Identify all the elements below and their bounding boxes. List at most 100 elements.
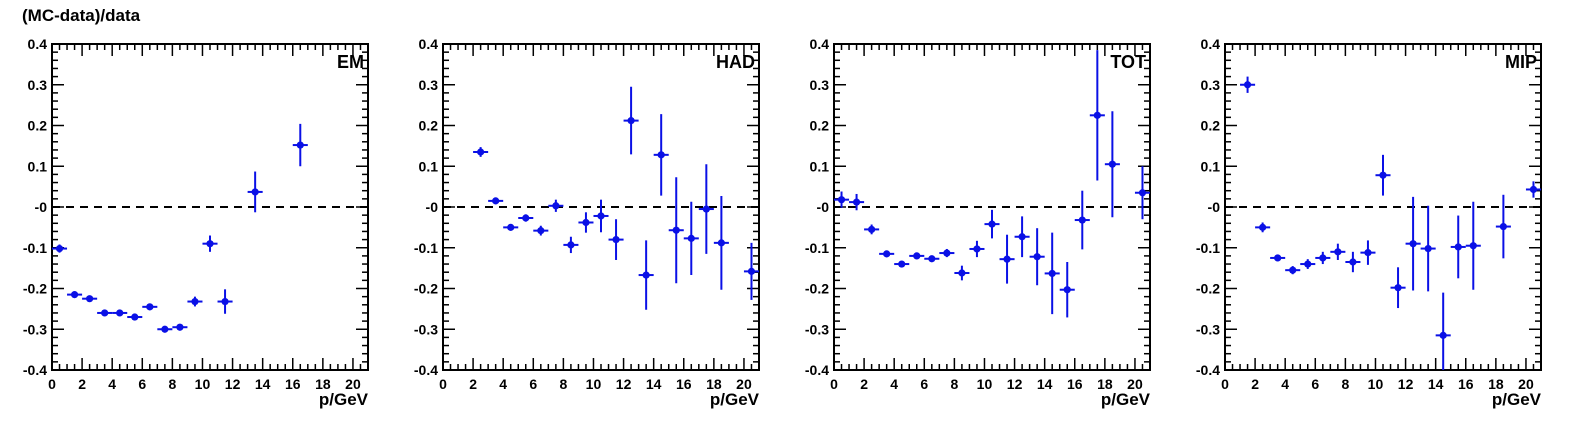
- x-tick-label: 10: [1368, 376, 1384, 392]
- x-tick-label: 8: [1341, 376, 1349, 392]
- x-tick-label: 16: [285, 376, 301, 392]
- y-tick-label: -0.1: [1196, 240, 1220, 256]
- data-point: [492, 197, 500, 205]
- data-point: [116, 309, 124, 317]
- x-tick-label: 12: [1398, 376, 1414, 392]
- y-tick-label: -0.2: [23, 281, 47, 297]
- y-tick-label: 0.2: [1201, 118, 1221, 134]
- data-point: [1138, 189, 1147, 197]
- data-point: [597, 212, 605, 220]
- data-point: [131, 313, 139, 321]
- y-tick-label: 0.3: [28, 77, 48, 93]
- data-point: [567, 241, 575, 249]
- data-point: [1379, 171, 1387, 179]
- data-point: [70, 291, 79, 299]
- data-point: [1439, 331, 1447, 339]
- x-tick-label: 4: [890, 376, 898, 392]
- data-point: [191, 297, 199, 306]
- x-tick-label: 14: [1428, 376, 1444, 392]
- data-point: [1033, 253, 1041, 261]
- x-tick-label: 12: [225, 376, 241, 392]
- x-tick-label: 12: [1007, 376, 1023, 392]
- x-tick-label: 20: [1518, 376, 1534, 392]
- y-tick-label: 0.1: [810, 158, 830, 174]
- data-point: [672, 226, 680, 234]
- x-tick-label: 2: [78, 376, 86, 392]
- data-point: [1454, 243, 1462, 251]
- y-tick-label: 0.3: [1201, 77, 1221, 93]
- y-tick-label: -0.4: [805, 362, 829, 378]
- x-tick-label: 6: [529, 376, 537, 392]
- x-tick-label: 16: [1067, 376, 1083, 392]
- x-tick-label: 2: [860, 376, 868, 392]
- y-tick-label: 0.3: [810, 77, 830, 93]
- data-point: [1093, 111, 1101, 119]
- x-tick-label: 18: [1488, 376, 1504, 392]
- data-point: [1334, 248, 1342, 256]
- x-tick-label: 2: [1251, 376, 1259, 392]
- x-tick-label: 12: [616, 376, 632, 392]
- y-tick-label: -0.4: [1196, 362, 1220, 378]
- x-tick-label: 16: [676, 376, 692, 392]
- data-point: [1003, 255, 1011, 263]
- x-axis-title: p/GeV: [710, 390, 760, 409]
- chart-panel-tot: -0.4 -0.3 -0.2 -0.1 -0 0.1 0.2 0.3 0.4 0 2 4 6 8 10 12 1…: [805, 36, 1151, 409]
- data-point: [1259, 223, 1267, 231]
- x-tick-label: 8: [950, 376, 958, 392]
- x-tick-label: 14: [255, 376, 271, 392]
- chart-panel-mip: -0.4 -0.3 -0.2 -0.1 -0 0.1 0.2 0.3 0.4 0 2 4 6 8 10 12 1…: [1196, 36, 1542, 409]
- data-point: [612, 236, 620, 244]
- y-tick-label: -0.1: [805, 240, 829, 256]
- data-point: [537, 227, 545, 235]
- data-point: [868, 225, 876, 234]
- data-point: [1243, 81, 1252, 89]
- y-tick-label: -0: [1208, 199, 1221, 215]
- x-tick-label: 8: [559, 376, 567, 392]
- data-point: [1394, 284, 1402, 292]
- data-point: [988, 220, 996, 228]
- data-point: [837, 196, 846, 204]
- data-point: [928, 255, 936, 263]
- x-tick-label: 8: [168, 376, 176, 392]
- chart-panel-em: -0.4 -0.3 -0.2 -0.1 -0 0.1 0.2 0.3 0.4 0 2 4 6 8 10 12 1…: [23, 36, 369, 409]
- x-tick-label: 6: [1311, 376, 1319, 392]
- y-tick-label: -0.4: [414, 362, 438, 378]
- panel-title: EM: [337, 52, 364, 72]
- data-point: [206, 240, 214, 248]
- x-tick-label: 10: [586, 376, 602, 392]
- y-tick-label: -0: [426, 199, 439, 215]
- data-point: [747, 267, 756, 275]
- data-point: [1274, 254, 1282, 262]
- y-tick-label: -0.3: [23, 321, 47, 337]
- panel-title: MIP: [1505, 52, 1537, 72]
- x-tick-label: 18: [315, 376, 331, 392]
- y-tick-label: -0: [35, 199, 48, 215]
- data-point: [1469, 242, 1477, 250]
- data-point: [702, 205, 710, 213]
- data-point: [161, 325, 169, 333]
- data-point: [507, 223, 515, 231]
- data-point: [1364, 249, 1372, 257]
- data-point: [1499, 222, 1507, 231]
- y-tick-label: 0.4: [1201, 36, 1221, 52]
- y-tick-label: -0.1: [23, 240, 47, 256]
- panel-title: TOT: [1110, 52, 1146, 72]
- data-point: [552, 202, 560, 210]
- y-tick-label: -0.3: [805, 321, 829, 337]
- y-tick-label: -0.2: [414, 281, 438, 297]
- x-tick-label: 10: [195, 376, 211, 392]
- y-tick-label: 0.1: [1201, 158, 1221, 174]
- data-point: [522, 214, 530, 222]
- data-point: [251, 188, 259, 196]
- x-tick-label: 20: [345, 376, 361, 392]
- data-point: [1289, 266, 1297, 274]
- y-tick-label: 0.2: [810, 118, 830, 134]
- data-point: [642, 271, 650, 279]
- x-tick-label: 14: [1037, 376, 1053, 392]
- y-tick-label: 0.4: [419, 36, 439, 52]
- x-tick-label: 18: [1097, 376, 1113, 392]
- chart-panel-had: -0.4 -0.3 -0.2 -0.1 -0 0.1 0.2 0.3 0.4 0 2 4 6 8 10 12 1…: [414, 36, 760, 409]
- x-tick-label: 20: [736, 376, 752, 392]
- data-point: [55, 244, 64, 253]
